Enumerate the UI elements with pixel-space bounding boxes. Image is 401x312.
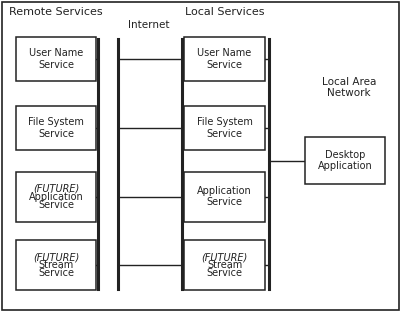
Text: File System
Service: File System Service bbox=[28, 117, 84, 139]
Text: Remote Services: Remote Services bbox=[9, 7, 103, 17]
Text: Service: Service bbox=[207, 268, 243, 278]
Text: Application
Service: Application Service bbox=[197, 186, 252, 207]
Text: File System
Service: File System Service bbox=[196, 117, 253, 139]
Bar bbox=[16, 240, 96, 290]
Bar bbox=[184, 172, 265, 222]
Text: Stream: Stream bbox=[207, 260, 242, 270]
Text: Internet: Internet bbox=[128, 20, 169, 30]
Text: User Name
Service: User Name Service bbox=[197, 48, 252, 70]
Text: Local Services: Local Services bbox=[185, 7, 264, 17]
Text: Application: Application bbox=[29, 192, 83, 202]
Bar bbox=[16, 106, 96, 150]
Text: User Name
Service: User Name Service bbox=[29, 48, 83, 70]
Text: Service: Service bbox=[38, 268, 74, 278]
Bar bbox=[184, 106, 265, 150]
Bar bbox=[184, 240, 265, 290]
Text: Desktop
Application: Desktop Application bbox=[318, 150, 372, 172]
Text: Local Area
Network: Local Area Network bbox=[322, 76, 376, 98]
Bar bbox=[305, 137, 385, 184]
Text: Stream: Stream bbox=[38, 260, 74, 270]
Text: Service: Service bbox=[38, 200, 74, 210]
Bar bbox=[184, 37, 265, 81]
Text: (FUTURE): (FUTURE) bbox=[33, 183, 79, 193]
Bar bbox=[16, 37, 96, 81]
Text: (FUTURE): (FUTURE) bbox=[201, 252, 248, 262]
Text: (FUTURE): (FUTURE) bbox=[33, 252, 79, 262]
Bar bbox=[16, 172, 96, 222]
